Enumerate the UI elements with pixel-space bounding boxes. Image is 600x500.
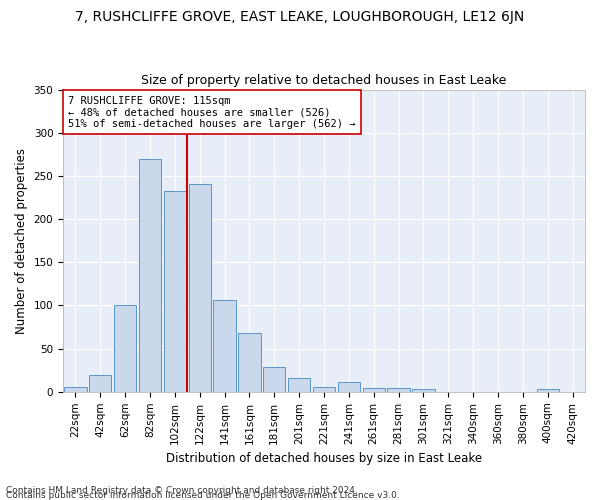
Text: 7, RUSHCLIFFE GROVE, EAST LEAKE, LOUGHBOROUGH, LE12 6JN: 7, RUSHCLIFFE GROVE, EAST LEAKE, LOUGHBO… [76,10,524,24]
Bar [412,389,434,392]
Bar [188,184,211,392]
Bar [238,333,260,392]
Bar [388,388,410,392]
X-axis label: Distribution of detached houses by size in East Leake: Distribution of detached houses by size … [166,452,482,465]
Bar [139,158,161,392]
Bar [214,300,236,392]
Text: Contains HM Land Registry data © Crown copyright and database right 2024.: Contains HM Land Registry data © Crown c… [6,486,358,495]
Y-axis label: Number of detached properties: Number of detached properties [15,148,28,334]
Bar [288,378,310,392]
Title: Size of property relative to detached houses in East Leake: Size of property relative to detached ho… [142,74,507,87]
Bar [89,374,112,392]
Bar [164,192,186,392]
Bar [338,382,360,392]
Bar [536,389,559,392]
Bar [64,386,86,392]
Bar [263,367,286,392]
Text: Contains public sector information licensed under the Open Government Licence v3: Contains public sector information licen… [6,491,400,500]
Bar [362,388,385,392]
Bar [114,306,136,392]
Bar [313,386,335,392]
Text: 7 RUSHCLIFFE GROVE: 115sqm
← 48% of detached houses are smaller (526)
51% of sem: 7 RUSHCLIFFE GROVE: 115sqm ← 48% of deta… [68,96,356,129]
